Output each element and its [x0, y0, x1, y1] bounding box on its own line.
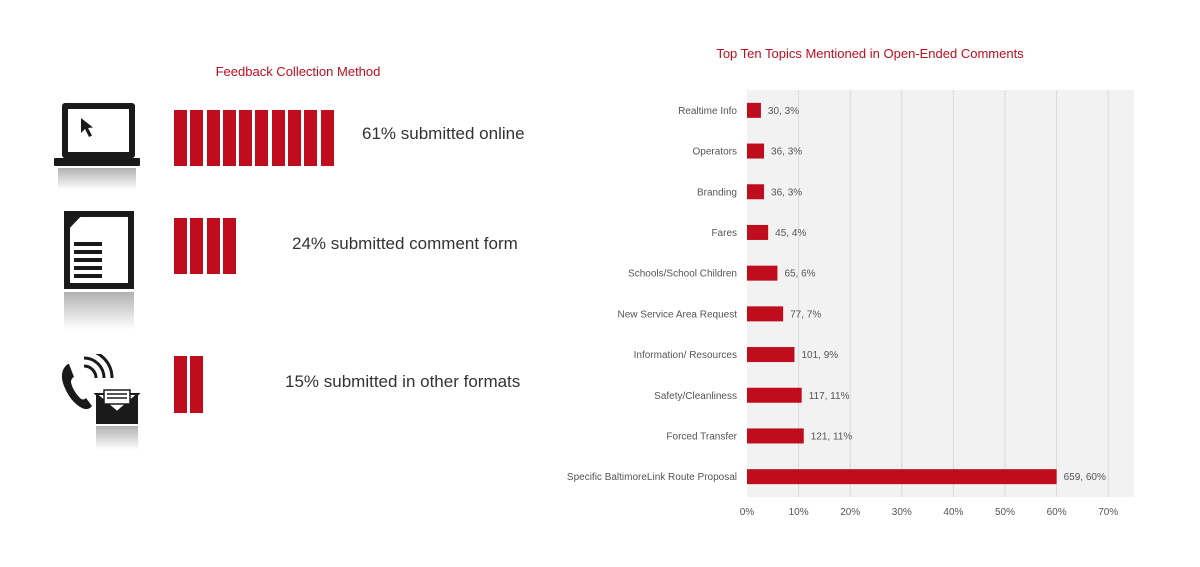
percent-tally-bar [239, 110, 253, 166]
data-label: 117, 11% [809, 391, 850, 402]
topic-bar [747, 224, 769, 240]
topics-bar-chart: 0% 10% 20% 30% 40% 50% 60% 70% Realtime Info 30, … [567, 90, 1134, 518]
category-label: Fares [711, 228, 737, 239]
comment-form-percent-label: 24% submitted comment form [292, 234, 518, 253]
percent-tally-bar [206, 110, 220, 166]
topic-bar [747, 265, 778, 281]
data-label: 121, 11% [811, 431, 853, 442]
data-label: 77, 7% [790, 309, 821, 320]
percent-tally-bar [190, 110, 204, 166]
category-label: Operators [693, 147, 737, 158]
percent-tally-bar [222, 110, 236, 166]
x-tick-label: 0% [740, 507, 755, 518]
data-label: 30, 3% [768, 106, 799, 117]
document-icon [52, 208, 142, 333]
data-label: 45, 4% [775, 228, 806, 239]
percent-tally-bar [320, 110, 334, 166]
topic-bar [747, 347, 795, 363]
comment-form-percent-bars [174, 218, 239, 274]
category-label: Information/ Resources [634, 350, 737, 361]
percent-tally-bar [206, 218, 220, 274]
x-tick-label: 20% [840, 507, 860, 518]
data-label: 101, 9% [801, 350, 838, 361]
percent-tally-bar [271, 110, 285, 166]
online-percent-label: 61% submitted online [362, 124, 525, 143]
percent-tally-bar [190, 218, 204, 274]
other-formats-percent-bars [174, 356, 207, 413]
category-label: Realtime Info [678, 106, 737, 117]
topic-bar [747, 428, 804, 444]
feedback-method-title: Feedback Collection Method [215, 64, 381, 79]
category-label: Branding [697, 187, 737, 198]
x-tick-label: 40% [943, 507, 963, 518]
laptop-icon [52, 100, 142, 192]
percent-tally-bar [255, 110, 269, 166]
chart-title: Top Ten Topics Mentioned in Open-Ended C… [716, 46, 1024, 61]
data-label: 36, 3% [771, 147, 802, 158]
data-label: 659, 60% [1064, 472, 1106, 483]
online-percent-bars [174, 110, 337, 166]
topic-bar [747, 387, 802, 403]
plot-area [747, 90, 1134, 497]
category-label: Forced Transfer [666, 431, 737, 442]
percent-tally-bar [288, 110, 302, 166]
percent-tally-bar [222, 218, 236, 274]
x-tick-label: 70% [1098, 507, 1118, 518]
category-label: Specific BaltimoreLink Route Proposal [567, 472, 737, 483]
phone-mail-icon [52, 354, 142, 454]
other-formats-percent-label: 15% submitted in other formats [285, 372, 521, 391]
feedback-row-online: 61% submitted online [0, 100, 600, 190]
feedback-row-comment-form: 24% submitted comment form [0, 208, 600, 330]
data-label: 65, 6% [784, 269, 815, 280]
x-tick-label: 50% [995, 507, 1015, 518]
x-tick-label: 30% [892, 507, 912, 518]
data-label: 36, 3% [771, 187, 802, 198]
topic-bar [747, 469, 1057, 485]
percent-tally-bar [190, 356, 204, 413]
x-tick-label: 10% [789, 507, 809, 518]
topic-bar [747, 184, 765, 200]
percent-tally-bar [174, 110, 187, 166]
category-label: Schools/School Children [628, 269, 737, 280]
percent-tally-bar [174, 356, 187, 413]
percent-tally-bar [304, 110, 318, 166]
topic-bar [747, 143, 765, 159]
x-tick-label: 60% [1047, 507, 1067, 518]
topic-bar [747, 306, 784, 322]
percent-tally-bar [174, 218, 187, 274]
category-label: Safety/Cleanliness [654, 391, 737, 402]
feedback-row-other: 15% submitted in other formats [0, 354, 600, 454]
category-label: New Service Area Request [617, 309, 737, 320]
topic-bar [747, 102, 761, 118]
